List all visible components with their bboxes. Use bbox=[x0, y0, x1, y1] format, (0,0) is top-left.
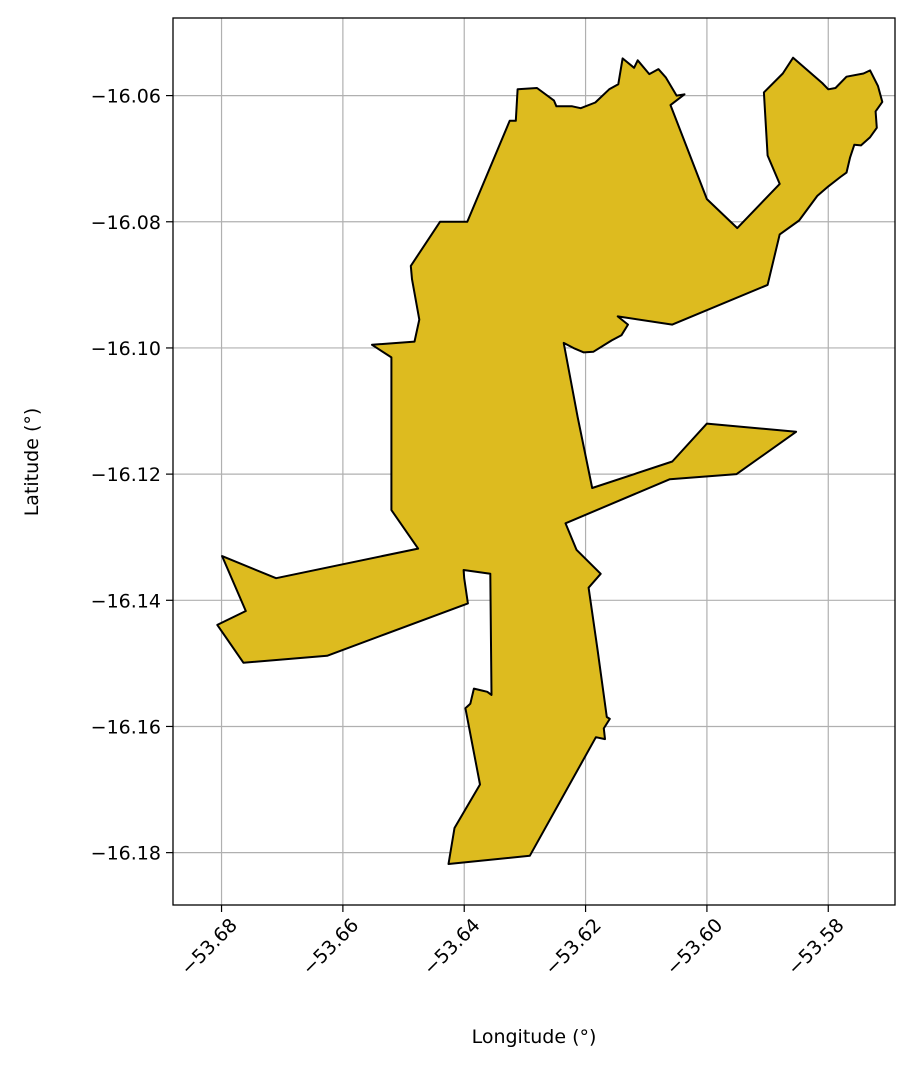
y-tick-label: −16.06 bbox=[91, 86, 161, 108]
region-polygon bbox=[216, 56, 884, 865]
x-tick-label: −53.60 bbox=[662, 914, 727, 979]
y-tick-label: −16.10 bbox=[91, 338, 161, 360]
y-tick-label: −16.12 bbox=[91, 464, 161, 486]
x-axis-label: Longitude (°) bbox=[472, 1026, 597, 1048]
x-tick-label: −53.68 bbox=[177, 914, 242, 979]
y-tick-label: −16.08 bbox=[91, 212, 161, 234]
y-tick-label: −16.16 bbox=[91, 716, 161, 738]
plot-frame bbox=[172, 17, 896, 906]
y-tick-label: −16.14 bbox=[91, 590, 161, 612]
y-axis-label: Latitude (°) bbox=[21, 408, 43, 517]
x-tick-label: −53.66 bbox=[298, 914, 363, 979]
x-tick-label: −53.62 bbox=[541, 914, 606, 979]
x-tick-label: −53.64 bbox=[419, 914, 484, 979]
x-tick-label: −53.58 bbox=[783, 914, 848, 979]
x-axis: −53.68 −53.66 −53.64 −53.62 −53.60 −53.58 bbox=[177, 905, 849, 980]
y-axis: −16.06 −16.08 −16.10 −16.12 −16.14 −16.16 −16.… bbox=[91, 86, 173, 865]
y-tick-label: −16.18 bbox=[91, 843, 161, 865]
